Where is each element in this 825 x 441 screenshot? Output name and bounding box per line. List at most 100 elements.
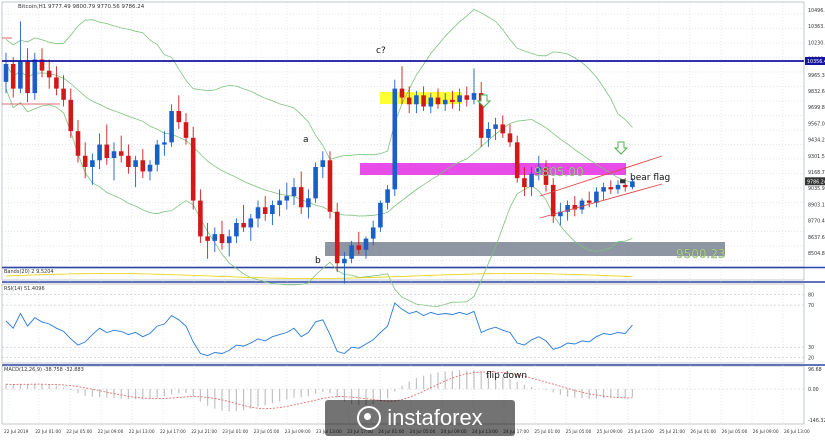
time-tick-label: 22 Jul 17:00 [160,429,186,435]
current-price-tag [805,177,825,186]
bandwidth-line [5,273,633,279]
bull-candle [630,181,635,188]
zones-layer [325,92,725,256]
bull-candle [414,95,419,105]
rsi-tick-label: 70 [808,303,814,309]
macd-tick-label: -146.326 [808,418,825,424]
bull-candle [392,88,398,190]
bull-candle [457,95,462,103]
consolidation-zone [380,92,462,104]
bear-candle [543,166,549,185]
bear-candle [500,124,506,134]
bear-candle [219,234,225,244]
time-tick-label: 23 Jul 09:00 [285,429,311,435]
bear-candle [464,95,470,100]
rsi-indicator-label: RSI(14) 51.4096 [4,286,45,292]
time-tick-label: 25 Jul 09:00 [597,429,623,435]
bull-candle [342,258,347,264]
down-arrow-icon [613,141,629,155]
bear-candle [104,144,110,159]
bear-candle [572,205,578,210]
bull-candle [133,160,138,167]
bands-indicator-label: Bands(20) 2 9,5204 [4,269,54,275]
macd-tick-label: 96.68 [808,367,822,373]
current-price-marker [620,179,625,184]
flip-down-label: flip down [486,371,527,381]
time-tick-label: 26 Jul 05:00 [722,429,748,435]
macd-panel [2,370,804,412]
resistance-zone [360,163,626,175]
bull-candle [565,205,570,212]
bear-candle [522,178,527,188]
bull-candle [594,191,599,203]
bear-candle [205,236,210,241]
instaforex-logo-icon [357,406,382,430]
time-tick-label: 23 Jul 05:00 [254,429,280,435]
bear-candle [183,122,189,138]
flag-upper-line [539,155,663,197]
bear-candle [327,160,333,212]
main-panel-frame [1,1,805,268]
bull-candle [212,234,218,241]
price-tick-label: 9168.73 [808,170,825,176]
bull-candle [615,184,621,190]
time-tick-label: 26 Jul 01:00 [690,429,716,435]
symbol-header: Bitcoin,H1 9777.49 9800.79 9770.56 9786.… [18,4,145,10]
bear-candle [61,88,66,100]
bear-candle [622,184,628,188]
macd-signal-line [5,371,633,410]
bear-candle [10,63,16,89]
bull-candle [471,93,477,100]
bull-candle [270,205,275,214]
rsi-tick-label: 20 [808,356,814,362]
wave-c-label: c? [376,46,386,56]
bear-flag-label: bear flag [630,173,670,183]
bull-candle [363,238,369,250]
bull-candle [486,128,491,138]
macd-tick-label: 0.00 [808,387,819,393]
time-tick-label: 25 Jul 21:00 [659,429,685,435]
bear-candle [435,97,441,105]
time-tick-label: 26 Jul 13:00 [784,429,810,435]
bear-candle [262,207,268,214]
price-tick-label: 9434.28 [808,138,825,144]
bull-candle [536,166,542,174]
bull-candle [370,227,376,239]
price-tick-label: 9035.95 [808,186,825,192]
price-tick-label: 9567.05 [808,121,825,127]
bear-candle [39,59,45,71]
bull-candle [529,173,534,188]
bollinger-bands [5,8,633,307]
bull-candle [18,61,23,89]
bear-candle [356,245,362,250]
bull-candle [313,166,318,199]
bull-candle [97,144,102,161]
bull-candle [169,110,174,143]
bear-candle [54,77,59,89]
bear-candle [586,200,592,203]
time-tick-label: 22 Jul 01:00 [35,429,61,435]
bull-candle [601,187,606,192]
bull-candle [320,160,326,167]
bear-candle [298,187,304,208]
time-tick-label: 23 Jul 01:00 [222,429,248,435]
bear-candle [507,133,513,143]
price-tick-label: 8770.40 [808,219,825,225]
bear-candle [241,222,246,228]
bull-candle [154,144,160,165]
bull-candle [306,198,311,208]
wave-b-label: b [315,256,321,266]
bear-candle [399,88,405,98]
bull-candle [226,236,232,244]
bull-candle [442,99,448,105]
bear-candle [406,97,412,105]
bull-candle [493,124,498,129]
bear-candle [478,93,484,138]
bull-candle [248,218,254,228]
bear-candle [140,160,146,172]
time-tick-label: 22 Jul 05:00 [66,429,92,435]
rsi-tick-label: 80 [808,293,814,299]
upper-band-line [5,8,633,160]
pink-zone-price-label: 9805.00 [534,165,584,179]
